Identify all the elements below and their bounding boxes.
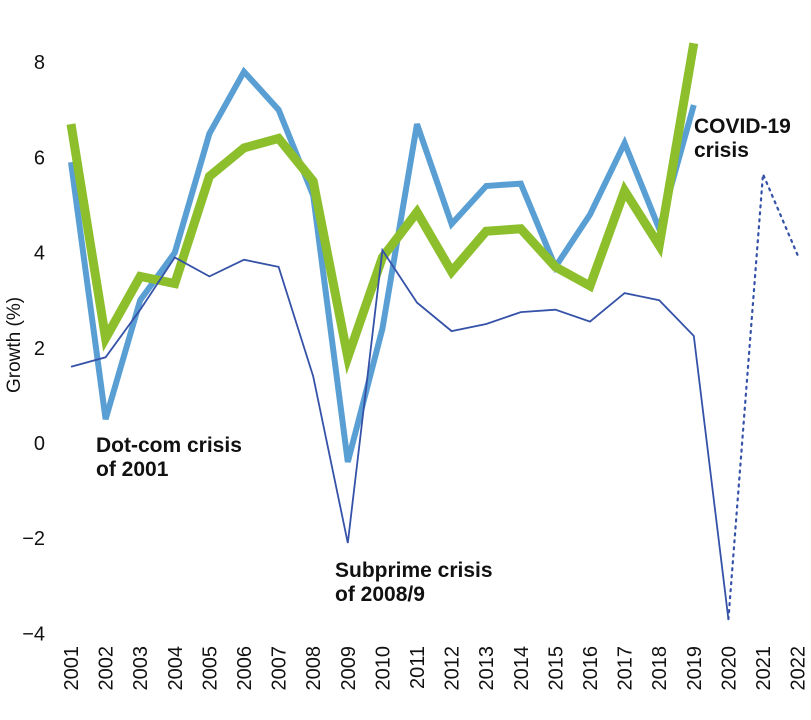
x-tick-label: 2022	[788, 646, 810, 691]
annotation-subprime-line-2: of 2008/9	[335, 583, 425, 606]
x-axis-ticks: 2001 2002 2003 2004 2005 2006 2007 2008 2009 2010…	[61, 646, 810, 691]
x-tick-label: 2004	[165, 646, 187, 691]
series-line-3-projection	[727, 173, 799, 621]
x-tick-label: 2001	[61, 646, 83, 691]
x-tick-label: 2010	[372, 646, 394, 691]
annotation-covid-line-1: COVID-19	[694, 115, 791, 138]
series-line-1	[68, 66, 697, 463]
x-tick-label: 2021	[753, 646, 775, 691]
y-tick-label: −4	[22, 623, 45, 645]
x-tick-label: 2011	[407, 646, 429, 689]
annotation-subprime: Subprime crisis of 2008/9	[335, 559, 498, 606]
x-tick-label: 2018	[649, 646, 671, 691]
x-tick-label: 2009	[338, 646, 360, 691]
crisis-annotations: Dot-com crisis of 2001 Subprime crisis o…	[96, 115, 797, 606]
annotation-subprime-line-1: Subprime crisis	[335, 559, 493, 582]
y-axis-label: Growth (%)	[4, 297, 25, 393]
x-tick-label: 2017	[615, 646, 637, 691]
y-tick-label: 0	[34, 433, 45, 455]
y-axis-ticks: 8 6 4 2 0 −2 −4	[22, 52, 45, 645]
x-tick-label: 2002	[96, 646, 118, 691]
series-lines	[66, 42, 799, 621]
x-tick-label: 2012	[442, 646, 464, 691]
y-tick-label: 2	[34, 338, 45, 360]
annotation-covid: COVID-19 crisis	[694, 115, 797, 162]
annotation-dotcom-line-2: of 2001	[96, 458, 169, 481]
x-tick-label: 2005	[199, 646, 221, 691]
y-tick-label: −2	[22, 528, 45, 550]
x-tick-label: 2008	[303, 646, 325, 691]
x-tick-label: 2014	[511, 646, 533, 691]
x-tick-label: 2015	[545, 646, 567, 691]
annotation-covid-line-2: crisis	[694, 139, 749, 162]
y-tick-label: 6	[34, 147, 45, 169]
x-tick-label: 2006	[234, 646, 256, 691]
x-tick-label: 2013	[476, 646, 498, 691]
x-tick-label: 2019	[684, 646, 706, 691]
annotation-dotcom-line-1: Dot-com crisis	[96, 434, 242, 457]
annotation-dotcom: Dot-com crisis of 2001	[96, 434, 248, 481]
y-tick-label: 8	[34, 52, 45, 74]
x-tick-label: 2016	[580, 646, 602, 691]
y-tick-label: 4	[34, 243, 45, 265]
x-tick-label: 2007	[269, 646, 291, 691]
series-line-2	[66, 42, 699, 375]
x-tick-label: 2020	[718, 646, 740, 691]
x-tick-label: 2003	[130, 646, 152, 691]
series-line-3	[70, 247, 730, 620]
